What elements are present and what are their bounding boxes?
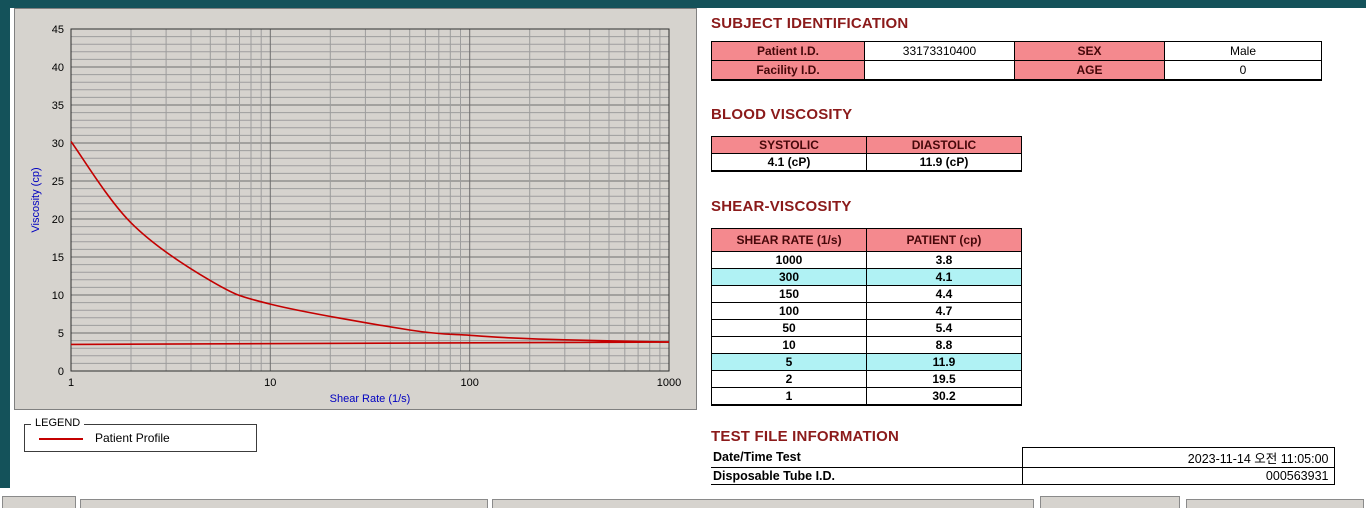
- systolic-value: 4.1 (cP): [711, 153, 867, 171]
- table-row: Patient I.D. 33173310400 SEX Male: [711, 41, 1322, 61]
- legend-box: LEGEND Patient Profile: [24, 417, 257, 452]
- shear-rate-cell: 50: [711, 319, 867, 337]
- x-tick-label: 10: [264, 377, 276, 389]
- shear-viscosity-heading: SHEAR-VISCOSITY: [711, 198, 852, 215]
- patient-viscosity-cell: 4.1: [866, 268, 1022, 286]
- diastolic-value: 11.9 (cP): [866, 153, 1022, 171]
- series-patient-profile: [70, 141, 670, 343]
- shear-rate-cell: 2: [711, 370, 867, 388]
- x-axis-title: Shear Rate (1/s): [330, 393, 411, 405]
- y-tick-label: 45: [52, 24, 64, 36]
- shear-rate-column-header: SHEAR RATE (1/s): [711, 228, 867, 252]
- patient-viscosity-cell: 3.8: [866, 251, 1022, 269]
- shear-rate-cell: 150: [711, 285, 867, 303]
- patient-viscosity-cell: 11.9: [866, 353, 1022, 371]
- shear-rate-cell: 10: [711, 336, 867, 354]
- test-file-information-table: Date/Time Test 2023-11-14 오전 11:05:00 Di…: [711, 447, 1335, 485]
- table-row: Disposable Tube I.D. 000563931: [711, 467, 1335, 485]
- bottom-toolbar-button[interactable]: [2, 496, 76, 508]
- window-top-edge: [0, 0, 1366, 8]
- table-row: 4.1 (cP) 11.9 (cP): [711, 153, 1022, 171]
- y-tick-label: 5: [58, 328, 64, 340]
- bottom-panel-partial[interactable]: [80, 499, 488, 508]
- shear-rate-cell: 1000: [711, 251, 867, 269]
- table-row: SYSTOLIC DIASTOLIC: [711, 136, 1022, 154]
- facility-id-value: [864, 60, 1015, 80]
- legend-line-swatch: [39, 438, 83, 440]
- shear-viscosity-row: 150 4.4: [711, 285, 1022, 303]
- legend-series-label: Patient Profile: [95, 431, 170, 445]
- date-time-test-value: 2023-11-14 오전 11:05:00: [1021, 447, 1335, 468]
- y-tick-label: 0: [58, 366, 64, 378]
- shear-viscosity-table: SHEAR RATE (1/s) PATIENT (cp) 1000 3.8 300…: [711, 228, 1022, 406]
- patient-id-value: 33173310400: [864, 41, 1015, 61]
- shear-rate-cell: 300: [711, 268, 867, 286]
- sex-label: SEX: [1014, 41, 1165, 61]
- shear-viscosity-row: 50 5.4: [711, 319, 1022, 337]
- age-value: 0: [1164, 60, 1322, 80]
- systolic-header: SYSTOLIC: [711, 136, 867, 154]
- facility-id-label: Facility I.D.: [711, 60, 865, 80]
- x-tick-label: 100: [461, 377, 479, 389]
- test-file-information-heading: TEST FILE INFORMATION: [711, 428, 900, 445]
- patient-viscosity-cell: 5.4: [866, 319, 1022, 337]
- shear-viscosity-row: 1000 3.8: [711, 251, 1022, 269]
- y-tick-label: 20: [52, 214, 64, 226]
- x-tick-label: 1: [68, 377, 74, 389]
- bottom-toolbar-button[interactable]: [1040, 496, 1180, 508]
- blood-viscosity-table: SYSTOLIC DIASTOLIC 4.1 (cP) 11.9 (cP): [711, 136, 1022, 172]
- subject-identification-heading: SUBJECT IDENTIFICATION: [711, 15, 909, 32]
- subject-identification-table: Patient I.D. 33173310400 SEX Male Facili…: [711, 41, 1322, 81]
- window-left-edge: [0, 8, 10, 488]
- viscosity-chart: 0 5 10 15 20 25 30 35 40 45 1 10 100 1000 Shear Rate (…: [30, 24, 681, 405]
- disposable-tube-id-value: 000563931: [1021, 467, 1335, 485]
- patient-viscosity-cell: 8.8: [866, 336, 1022, 354]
- shear-viscosity-row: 1 30.2: [711, 387, 1022, 405]
- shear-viscosity-row: 100 4.7: [711, 302, 1022, 320]
- viscosity-chart-panel: 0 5 10 15 20 25 30 35 40 45 1 10 100 1000 Shear Rate (…: [14, 8, 697, 410]
- y-tick-label: 15: [52, 252, 64, 264]
- bottom-panel-partial[interactable]: [1186, 499, 1364, 508]
- shear-viscosity-row: 300 4.1: [711, 268, 1022, 286]
- disposable-tube-id-label: Disposable Tube I.D.: [711, 467, 1022, 485]
- table-row: Facility I.D. AGE 0: [711, 60, 1322, 80]
- shear-viscosity-row: 10 8.8: [711, 336, 1022, 354]
- shear-viscosity-row: 5 11.9: [711, 353, 1022, 371]
- y-tick-label: 10: [52, 290, 64, 302]
- patient-column-header: PATIENT (cp): [866, 228, 1022, 252]
- y-tick-label: 40: [52, 62, 64, 74]
- diastolic-header: DIASTOLIC: [866, 136, 1022, 154]
- age-label: AGE: [1014, 60, 1165, 80]
- patient-viscosity-cell: 4.4: [866, 285, 1022, 303]
- y-tick-label: 25: [52, 176, 64, 188]
- sex-value: Male: [1164, 41, 1322, 61]
- shear-rate-cell: 100: [711, 302, 867, 320]
- y-tick-label: 30: [52, 138, 64, 150]
- legend-title: LEGEND: [31, 417, 85, 429]
- patient-viscosity-cell: 4.7: [866, 302, 1022, 320]
- shear-rate-cell: 5: [711, 353, 867, 371]
- shear-rate-cell: 1: [711, 387, 867, 405]
- shear-viscosity-row: 2 19.5: [711, 370, 1022, 388]
- y-axis-title: Viscosity (cp): [30, 167, 42, 232]
- patient-viscosity-cell: 19.5: [866, 370, 1022, 388]
- bottom-panel-partial[interactable]: [492, 499, 1034, 508]
- blood-viscosity-heading: BLOOD VISCOSITY: [711, 106, 853, 123]
- x-tick-label: 1000: [657, 377, 681, 389]
- table-row: Date/Time Test 2023-11-14 오전 11:05:00: [711, 447, 1335, 468]
- series-baseline: [70, 341, 670, 346]
- y-tick-label: 35: [52, 100, 64, 112]
- date-time-test-label: Date/Time Test: [711, 447, 1022, 468]
- table-header-row: SHEAR RATE (1/s) PATIENT (cp): [711, 228, 1022, 252]
- patient-viscosity-cell: 30.2: [866, 387, 1022, 405]
- patient-id-label: Patient I.D.: [711, 41, 865, 61]
